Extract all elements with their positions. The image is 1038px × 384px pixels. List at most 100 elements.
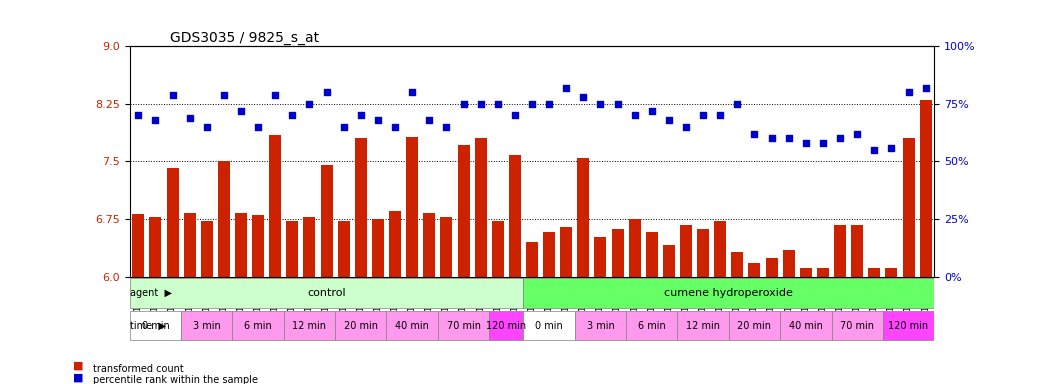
Bar: [748, 263, 761, 277]
Point: [507, 112, 523, 118]
Point: [353, 112, 370, 118]
Bar: [149, 217, 162, 277]
Bar: [766, 258, 777, 277]
Text: 0 min: 0 min: [141, 321, 169, 331]
Point: [592, 101, 608, 107]
Bar: [698, 229, 709, 277]
Bar: [458, 144, 469, 277]
Point: [729, 101, 745, 107]
Point: [541, 101, 557, 107]
Point: [712, 112, 729, 118]
Point: [456, 101, 472, 107]
Point: [421, 117, 438, 123]
Bar: [561, 227, 572, 277]
Bar: [714, 222, 727, 277]
Bar: [286, 221, 298, 277]
Text: 70 min: 70 min: [840, 321, 874, 331]
Point: [130, 112, 146, 118]
Bar: [372, 219, 384, 277]
Text: 70 min: 70 min: [446, 321, 481, 331]
Text: GDS3035 / 9825_s_at: GDS3035 / 9825_s_at: [170, 31, 319, 45]
Point: [472, 101, 489, 107]
Point: [182, 114, 198, 121]
Point: [164, 91, 181, 98]
Point: [267, 91, 283, 98]
Point: [524, 101, 541, 107]
Point: [746, 131, 763, 137]
Text: ■: ■: [73, 372, 83, 382]
FancyBboxPatch shape: [130, 278, 523, 308]
FancyBboxPatch shape: [831, 311, 883, 340]
Bar: [595, 237, 606, 277]
FancyBboxPatch shape: [335, 311, 386, 340]
Point: [660, 117, 677, 123]
Bar: [851, 225, 864, 277]
Text: transformed count: transformed count: [93, 364, 184, 374]
Bar: [835, 225, 846, 277]
Text: 0 min: 0 min: [536, 321, 563, 331]
Text: percentile rank within the sample: percentile rank within the sample: [93, 375, 258, 384]
Bar: [646, 232, 658, 277]
Text: 20 min: 20 min: [737, 321, 771, 331]
Bar: [406, 137, 418, 277]
Bar: [526, 242, 538, 277]
Text: 120 min: 120 min: [889, 321, 929, 331]
Point: [216, 91, 233, 98]
Point: [438, 124, 455, 130]
FancyBboxPatch shape: [489, 311, 523, 340]
FancyBboxPatch shape: [729, 311, 781, 340]
Bar: [424, 213, 435, 277]
Text: 6 min: 6 min: [638, 321, 665, 331]
FancyBboxPatch shape: [181, 311, 233, 340]
Bar: [611, 229, 624, 277]
Text: 3 min: 3 min: [193, 321, 221, 331]
Point: [284, 112, 301, 118]
Point: [900, 89, 917, 95]
Bar: [166, 168, 179, 277]
Text: 12 min: 12 min: [293, 321, 327, 331]
Point: [404, 89, 420, 95]
Bar: [200, 222, 213, 277]
Bar: [389, 212, 401, 277]
Bar: [492, 222, 503, 277]
FancyBboxPatch shape: [781, 311, 831, 340]
Bar: [663, 245, 675, 277]
FancyBboxPatch shape: [283, 311, 335, 340]
Point: [815, 140, 831, 146]
Bar: [800, 268, 812, 277]
FancyBboxPatch shape: [386, 311, 438, 340]
FancyBboxPatch shape: [523, 278, 934, 308]
Bar: [218, 161, 229, 277]
Point: [694, 112, 711, 118]
Bar: [885, 268, 898, 277]
Bar: [902, 138, 914, 277]
Text: 6 min: 6 min: [244, 321, 272, 331]
FancyBboxPatch shape: [438, 311, 489, 340]
Bar: [577, 157, 590, 277]
FancyBboxPatch shape: [575, 311, 626, 340]
Text: 20 min: 20 min: [344, 321, 378, 331]
Point: [319, 89, 335, 95]
Point: [370, 117, 386, 123]
Point: [678, 124, 694, 130]
Point: [644, 108, 660, 114]
Point: [781, 135, 797, 141]
Point: [198, 124, 215, 130]
Bar: [920, 100, 932, 277]
Bar: [783, 250, 795, 277]
Bar: [509, 155, 521, 277]
Bar: [732, 252, 743, 277]
Bar: [474, 138, 487, 277]
FancyBboxPatch shape: [130, 311, 181, 340]
FancyBboxPatch shape: [233, 311, 283, 340]
Point: [763, 135, 780, 141]
Bar: [252, 215, 264, 277]
Text: 12 min: 12 min: [686, 321, 720, 331]
Text: 3 min: 3 min: [586, 321, 614, 331]
Text: 40 min: 40 min: [395, 321, 429, 331]
Bar: [303, 217, 316, 277]
Point: [557, 84, 574, 91]
Bar: [269, 134, 281, 277]
Bar: [132, 214, 144, 277]
Point: [301, 101, 318, 107]
